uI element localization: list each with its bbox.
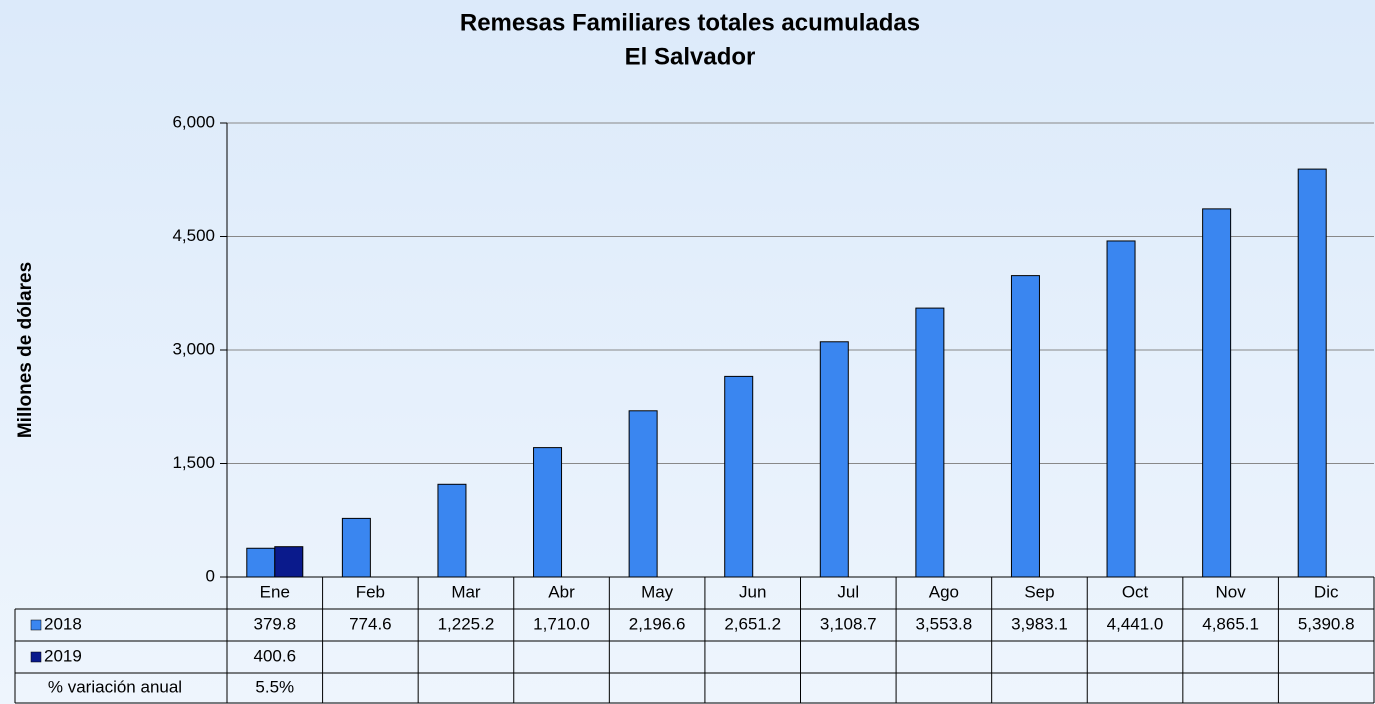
x-tick-label: Ago: [929, 582, 959, 601]
x-tick-label: May: [641, 582, 674, 601]
x-tick-label: Abr: [548, 582, 575, 601]
table-value: 4,865.1: [1202, 614, 1259, 633]
table-value: 2,651.2: [724, 614, 781, 633]
y-tick-label: 4,500: [172, 226, 215, 245]
table-value: 2,196.6: [629, 614, 686, 633]
table-value: 1,710.0: [533, 614, 590, 633]
table-value: 5.5%: [255, 677, 294, 696]
bar: [628, 410, 658, 578]
x-tick-label: Sep: [1024, 582, 1054, 601]
legend-label: 2018: [44, 614, 82, 633]
bar: [1106, 240, 1136, 578]
y-tick-label: 6,000: [172, 112, 215, 131]
bar: [246, 547, 276, 578]
x-tick-label: Mar: [451, 582, 481, 601]
y-tick-label: 1,500: [172, 453, 215, 472]
bar: [533, 447, 563, 578]
bar: [437, 483, 467, 578]
table-value: 379.8: [254, 614, 297, 633]
table-value: 3,983.1: [1011, 614, 1068, 633]
row-label: % variación anual: [48, 677, 182, 696]
table-value: 1,225.2: [438, 614, 495, 633]
y-axis-label: Millones de dólares: [15, 262, 36, 438]
x-tick-label: Ene: [260, 582, 290, 601]
bar: [274, 546, 304, 578]
chart-subtitle: El Salvador: [625, 43, 756, 70]
bar: [819, 341, 849, 578]
chart-title: Remesas Familiares totales acumuladas: [460, 9, 920, 36]
bar: [1010, 275, 1040, 578]
table-value: 400.6: [254, 646, 297, 665]
bar: [1297, 168, 1327, 578]
table-value: 4,441.0: [1107, 614, 1164, 633]
y-tick-label: 0: [206, 566, 215, 585]
table-value: 3,108.7: [820, 614, 877, 633]
table-value: 5,390.8: [1298, 614, 1355, 633]
legend-key: [30, 651, 42, 663]
bar: [724, 375, 754, 578]
bar: [915, 307, 945, 578]
x-tick-label: Jun: [739, 582, 766, 601]
x-tick-label: Oct: [1122, 582, 1149, 601]
x-tick-label: Nov: [1216, 582, 1247, 601]
bar: [1202, 208, 1232, 578]
x-tick-label: Dic: [1314, 582, 1339, 601]
table-value: 774.6: [349, 614, 392, 633]
legend-key: [30, 619, 42, 631]
table-value: 3,553.8: [916, 614, 973, 633]
y-tick-label: 3,000: [172, 339, 215, 358]
bar: [341, 517, 371, 578]
x-tick-label: Feb: [356, 582, 385, 601]
x-tick-label: Jul: [837, 582, 859, 601]
legend-label: 2019: [44, 646, 82, 665]
